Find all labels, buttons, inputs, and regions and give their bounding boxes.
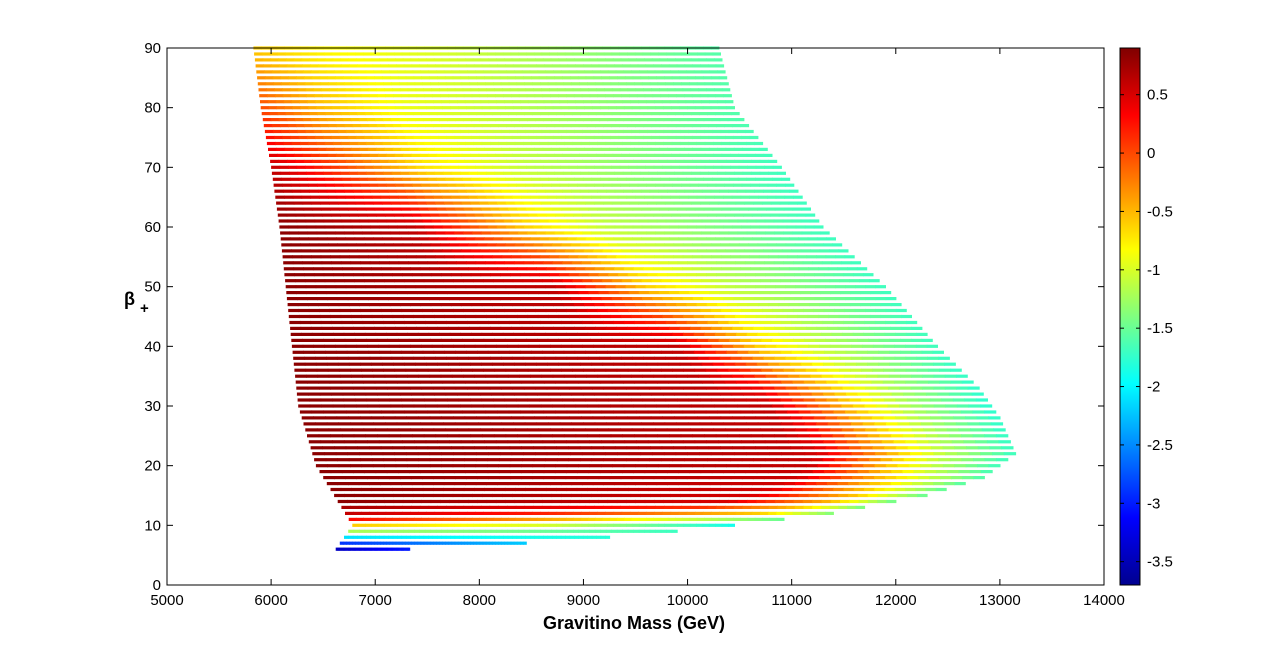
data-points [253, 46, 1017, 551]
